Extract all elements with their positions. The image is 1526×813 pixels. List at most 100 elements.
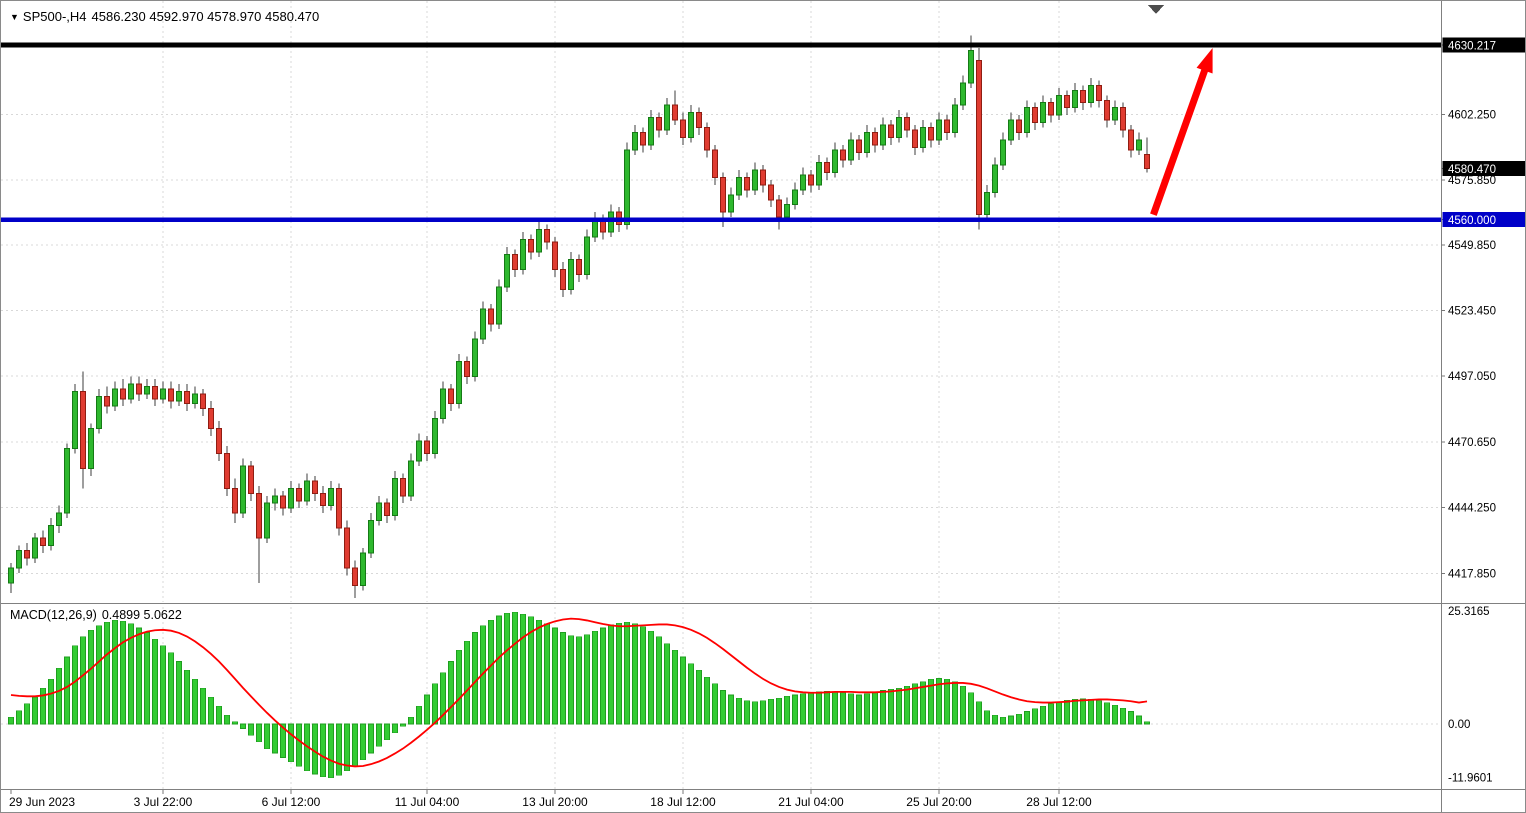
- candle: [584, 229, 590, 280]
- macd-bar: [632, 623, 638, 725]
- candle: [168, 381, 174, 409]
- candle: [896, 110, 902, 143]
- macd-bar: [256, 723, 262, 743]
- candle: [1080, 85, 1086, 111]
- candle: [736, 169, 742, 200]
- macd-bar: [424, 694, 430, 725]
- macd-bar: [1000, 717, 1006, 725]
- candle: [48, 518, 54, 551]
- price-tick-label: 4575.850: [1448, 175, 1496, 187]
- macd-bar: [936, 678, 942, 725]
- macd-bar: [1072, 699, 1078, 725]
- candle: [32, 533, 38, 563]
- chart-shift-marker-icon[interactable]: [1148, 5, 1164, 14]
- candle: [224, 446, 230, 496]
- candle: [440, 381, 446, 424]
- macd-bar: [488, 620, 494, 725]
- macd-bar: [640, 626, 646, 725]
- macd-bar: [1008, 715, 1014, 725]
- macd-bar: [352, 723, 358, 767]
- candle: [120, 378, 126, 407]
- candle: [672, 90, 678, 126]
- macd-bar: [232, 721, 238, 725]
- candle: [296, 483, 302, 509]
- price-tick-label: 4497.050: [1448, 371, 1496, 383]
- candle: [704, 122, 710, 158]
- candle: [464, 356, 470, 384]
- macd-bar: [496, 615, 502, 725]
- candle: [448, 383, 454, 412]
- price-tick-label: 4470.650: [1448, 437, 1496, 449]
- candle: [808, 169, 814, 193]
- trend-arrow[interactable]: [1150, 60, 1211, 216]
- macd-bar: [584, 634, 590, 725]
- candle: [1104, 95, 1110, 128]
- candle: [592, 212, 598, 243]
- support-level-badge: [1442, 212, 1525, 228]
- price-scale[interactable]: [1442, 1, 1525, 790]
- candle: [904, 112, 910, 138]
- macd-bar: [1104, 702, 1110, 725]
- macd-bar: [1112, 704, 1118, 725]
- candle: [992, 157, 998, 198]
- candle: [424, 436, 430, 461]
- macd-bar: [432, 683, 438, 725]
- macd-indicator-label: MACD(12,26,9) 0.4899 5.0622: [10, 608, 182, 622]
- candle: [16, 545, 22, 573]
- symbol-period-label: SP500-,H4: [22, 9, 87, 24]
- candle: [56, 505, 62, 534]
- macd-bar: [472, 632, 478, 725]
- macd-bar: [1088, 699, 1094, 725]
- candle: [40, 530, 46, 553]
- candle: [8, 562, 14, 593]
- candle: [104, 386, 110, 414]
- macd-bar: [656, 636, 662, 725]
- candle: [96, 388, 102, 434]
- symbol-dropdown-icon: ▼: [10, 12, 19, 22]
- macd-bar: [992, 714, 998, 725]
- candle: [840, 145, 846, 168]
- resistance-level-badge: [1442, 37, 1525, 53]
- candle: [880, 117, 886, 151]
- macd-bar: [240, 723, 246, 729]
- macd-bar: [728, 694, 734, 725]
- candle: [920, 120, 926, 153]
- macd-bar: [520, 613, 526, 725]
- macd-bar: [912, 683, 918, 725]
- candle: [688, 105, 694, 143]
- time-scale[interactable]: [1, 790, 1441, 812]
- macd-bar: [136, 627, 142, 725]
- macd-bar: [864, 693, 870, 725]
- macd-bar: [456, 650, 462, 725]
- candle: [1072, 82, 1078, 113]
- macd-bar: [1136, 715, 1142, 725]
- candle: [1048, 97, 1054, 123]
- price-tick-label: 4523.450: [1448, 306, 1496, 318]
- macd-bar: [688, 663, 694, 725]
- candle: [656, 112, 662, 138]
- candle: [1144, 137, 1150, 173]
- macd-bar: [960, 685, 966, 725]
- candle: [544, 224, 550, 250]
- macd-bar: [672, 650, 678, 725]
- macd-bar: [696, 670, 702, 725]
- macd-bar: [400, 723, 406, 727]
- macd-bar: [800, 693, 806, 725]
- macd-bar: [1024, 711, 1030, 725]
- resistance-line[interactable]: [1, 42, 1441, 48]
- candle: [328, 480, 334, 511]
- support-line[interactable]: [1, 217, 1441, 222]
- candle: [1024, 100, 1030, 138]
- macd-bar: [1120, 708, 1126, 725]
- candle: [72, 383, 78, 454]
- macd-name: MACD(12,26,9): [10, 608, 97, 622]
- time-tick-label: 11 Jul 04:00: [395, 795, 460, 809]
- macd-bar: [1048, 703, 1054, 725]
- macd-bar: [320, 723, 326, 777]
- macd-bar: [880, 690, 886, 725]
- candle: [280, 490, 286, 516]
- candle: [744, 172, 750, 198]
- candle: [936, 112, 942, 146]
